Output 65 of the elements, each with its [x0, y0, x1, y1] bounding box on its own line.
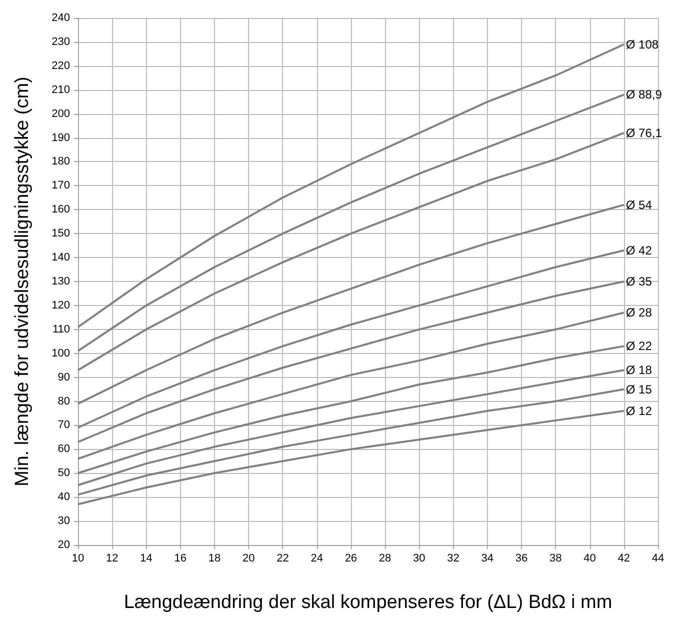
line-series [77, 312, 625, 460]
x-tick-label: 18 [208, 552, 221, 564]
y-tick-label: 40 [58, 491, 70, 504]
x-tick-label: 40 [584, 552, 596, 564]
y-tick-label: 50 [58, 467, 70, 480]
y-tick-label: 70 [58, 419, 70, 432]
y-tick-label: 110 [52, 323, 70, 336]
y-tick-label: 100 [52, 347, 70, 360]
x-axis-title: Længdeændring der skal kompenseres for (ΔL) BdΩ i mm [124, 592, 612, 613]
x-tick-label: 22 [276, 552, 289, 564]
y-tick-label: 240 [52, 12, 70, 24]
y-tick-label: 160 [52, 204, 70, 216]
x-tick-label: 24 [310, 552, 323, 564]
line-series [77, 94, 625, 352]
line-series [77, 43, 625, 328]
y-tick-label: 140 [52, 252, 70, 264]
y-tick-label: 180 [52, 156, 70, 168]
x-tick-label: 38 [550, 552, 562, 564]
y-tick-label: 230 [52, 36, 70, 48]
x-tick-label: 26 [344, 552, 358, 564]
y-tick-label: 170 [52, 180, 70, 192]
line-series [77, 345, 625, 474]
x-tick-label: 14 [140, 552, 152, 564]
series-label: Ø 42 [626, 243, 652, 258]
series-label: Ø 108 [626, 37, 659, 52]
y-axis-title: Min. længde for udvidelsesudligningsstykke (cm) [12, 76, 33, 486]
series-label: Ø 76,1 [626, 126, 662, 140]
y-tick-label: 210 [52, 84, 70, 96]
x-tick-label: 16 [174, 552, 186, 564]
line-series [77, 388, 625, 496]
x-tick-label: 36 [515, 552, 528, 564]
x-tick-label: 34 [481, 552, 494, 564]
y-tick-label: 150 [52, 228, 70, 240]
x-tick-label: 30 [413, 552, 426, 564]
y-tick-label: 20 [58, 539, 70, 551]
line-series [77, 204, 625, 405]
series-label: Ø 54 [626, 198, 652, 212]
x-tick-label: 32 [447, 552, 460, 564]
series-label: Ø 28 [626, 306, 652, 320]
y-tick-label: 220 [52, 60, 70, 72]
y-tick-label: 60 [58, 443, 70, 456]
line-series [77, 280, 625, 443]
line-series [77, 410, 625, 506]
series-label: Ø 15 [626, 382, 652, 396]
x-tick-label: 42 [618, 552, 630, 564]
series-label: Ø 22 [626, 339, 652, 354]
x-tick-label: 12 [106, 552, 118, 564]
series-label: Ø 88,9 [626, 88, 662, 102]
series-label: Ø 35 [626, 274, 652, 288]
x-tick-label: 20 [242, 552, 255, 564]
y-tick-label: 130 [52, 276, 70, 288]
line-series [77, 249, 625, 429]
series-label: Ø 12 [626, 404, 652, 418]
y-tick-label: 190 [52, 132, 70, 144]
x-tick-label: 10 [72, 552, 84, 564]
series-label: Ø 18 [626, 363, 652, 378]
y-tick-label: 30 [58, 515, 70, 528]
x-tick-label: 44 [652, 552, 664, 564]
y-tick-label: 200 [52, 108, 70, 120]
y-tick-label: 120 [52, 299, 70, 312]
y-tick-label: 90 [58, 371, 70, 384]
line-series [77, 132, 625, 372]
y-tick-label: 80 [58, 395, 70, 408]
line-series [77, 369, 625, 486]
x-tick-label: 28 [378, 552, 392, 564]
